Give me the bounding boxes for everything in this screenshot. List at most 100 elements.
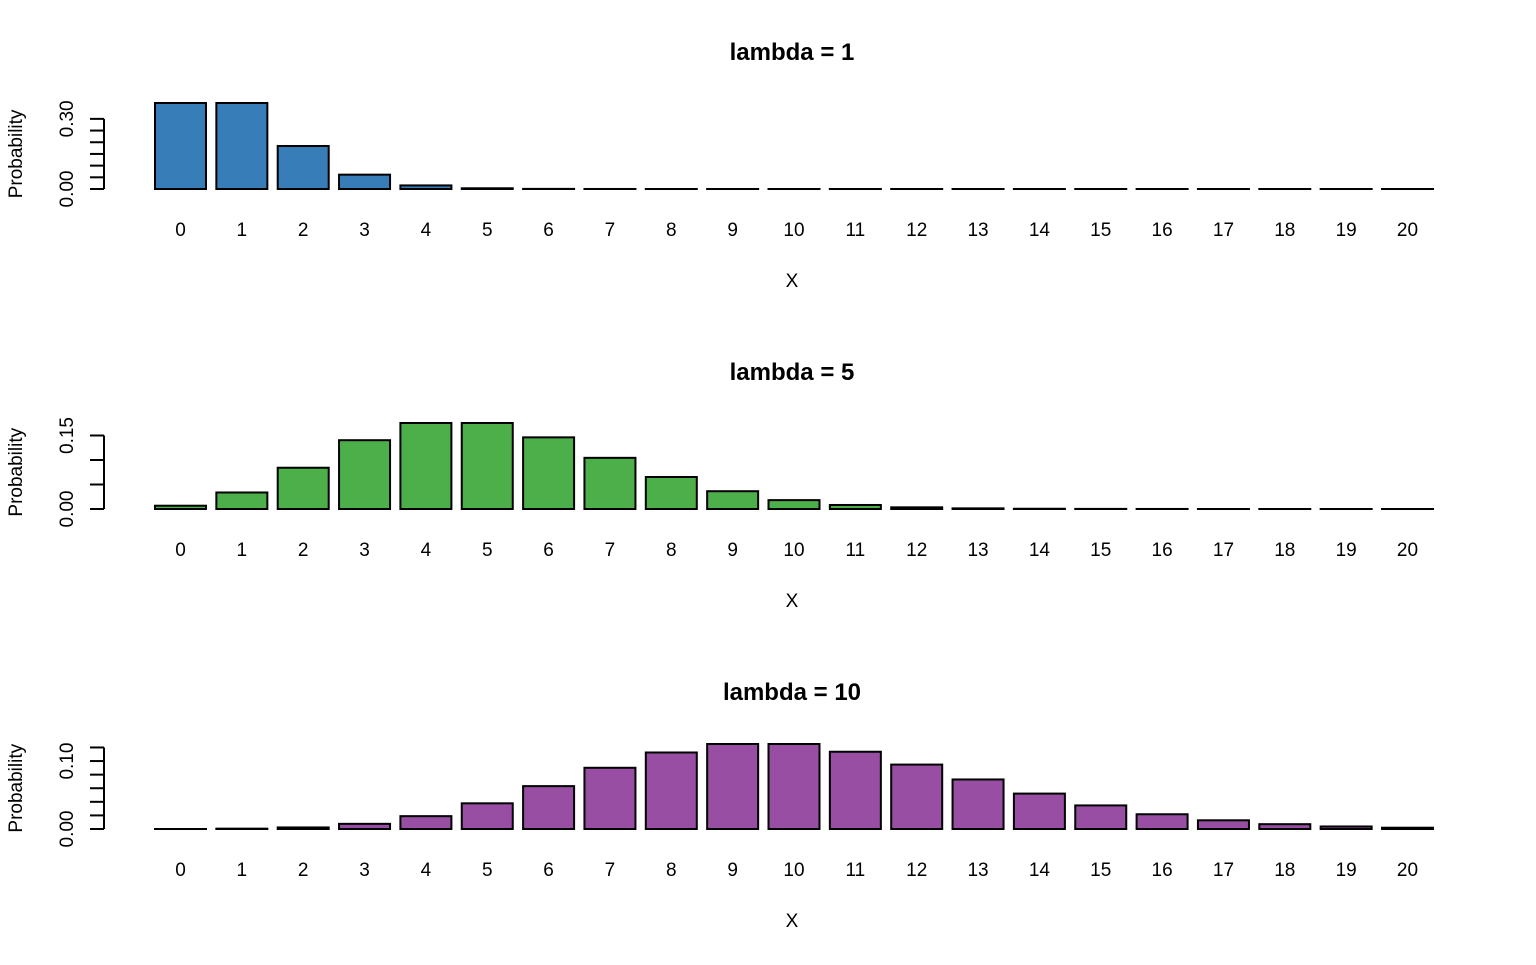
x-tick-label: 3 [359,860,370,881]
y-tick-label: 0.00 [57,171,78,208]
x-tick-label: 3 [359,220,370,241]
x-tick-label: 5 [482,220,493,241]
bar-10 [769,744,820,829]
bar-0 [155,506,206,509]
x-tick-label: 10 [783,540,804,561]
x-tick-label: 18 [1274,220,1295,241]
x-tick-label: 9 [727,860,738,881]
x-tick-label: 12 [906,860,927,881]
bar-13 [953,508,1004,509]
x-tick-label: 11 [845,540,865,561]
x-tick-label: 14 [1029,220,1051,241]
bar-5 [462,188,513,189]
x-tick-label: 4 [421,540,432,561]
x-tick-label: 6 [543,860,554,881]
bar-14 [1014,794,1065,829]
bar-20 [1382,828,1433,829]
bar-17 [1198,820,1249,829]
bar-11 [830,752,881,829]
x-tick-label: 0 [175,220,186,241]
y-tick-label: 0.15 [57,417,78,454]
y-tick-label: 0.00 [57,491,78,528]
bar-3 [339,175,390,189]
bar-2 [278,146,329,189]
panel-title: lambda = 10 [723,679,861,706]
x-tick-label: 4 [421,220,432,241]
x-tick-label: 18 [1274,540,1295,561]
x-tick-label: 14 [1029,860,1051,881]
x-tick-label: 7 [605,860,616,881]
bar-8 [646,477,697,509]
x-tick-label: 1 [237,540,248,561]
bar-1 [216,103,267,189]
bar-12 [891,507,942,509]
bar-6 [523,786,574,829]
x-tick-label: 13 [967,860,988,881]
y-tick-label: 0.10 [57,743,78,780]
bar-16 [1137,814,1188,829]
x-tick-label: 11 [845,860,865,881]
x-axis-label: X [786,271,799,292]
x-tick-label: 13 [967,540,988,561]
bar-5 [462,803,513,829]
bar-4 [400,816,451,829]
x-tick-label: 17 [1213,220,1234,241]
bar-0 [155,103,206,189]
x-tick-label: 8 [666,860,677,881]
x-tick-label: 19 [1336,860,1357,881]
x-tick-label: 0 [175,540,186,561]
x-tick-label: 17 [1213,540,1234,561]
x-tick-label: 6 [543,220,554,241]
x-tick-label: 8 [666,220,677,241]
x-tick-label: 19 [1336,540,1357,561]
x-tick-label: 5 [482,540,493,561]
x-tick-label: 14 [1029,540,1051,561]
bar-4 [400,423,451,509]
bar-11 [830,505,881,509]
x-tick-label: 9 [727,540,738,561]
bar-10 [769,500,820,509]
x-tick-label: 15 [1090,220,1111,241]
x-tick-label: 7 [605,540,616,561]
y-tick-label: 0.00 [57,811,78,848]
bar-3 [339,440,390,509]
x-tick-label: 20 [1397,540,1418,561]
bar-7 [584,768,635,829]
bar-13 [953,779,1004,829]
x-tick-label: 9 [727,220,738,241]
x-tick-label: 6 [543,540,554,561]
bar-2 [278,468,329,509]
x-tick-label: 16 [1152,860,1173,881]
bar-18 [1259,824,1310,829]
x-tick-label: 1 [237,220,248,241]
x-axis-label: X [786,911,799,932]
bar-2 [278,827,329,829]
x-axis-label: X [786,591,799,612]
x-tick-label: 8 [666,540,677,561]
x-tick-label: 4 [421,860,432,881]
x-tick-label: 0 [175,860,186,881]
bar-15 [1075,805,1126,829]
x-tick-label: 7 [605,220,616,241]
y-axis-label: Probability [6,743,27,832]
bar-9 [707,491,758,509]
y-tick-label: 0.30 [57,100,78,137]
bar-5 [462,423,513,509]
bar-3 [339,824,390,829]
x-tick-label: 16 [1152,540,1173,561]
bar-12 [891,765,942,829]
x-tick-label: 3 [359,540,370,561]
x-tick-label: 13 [967,220,988,241]
y-axis-label: Probability [6,427,27,516]
x-tick-label: 10 [783,860,804,881]
x-tick-label: 11 [845,220,865,241]
bar-7 [584,458,635,509]
x-tick-label: 15 [1090,860,1111,881]
x-tick-label: 2 [298,540,309,561]
x-tick-label: 16 [1152,220,1173,241]
bar-19 [1321,826,1372,829]
